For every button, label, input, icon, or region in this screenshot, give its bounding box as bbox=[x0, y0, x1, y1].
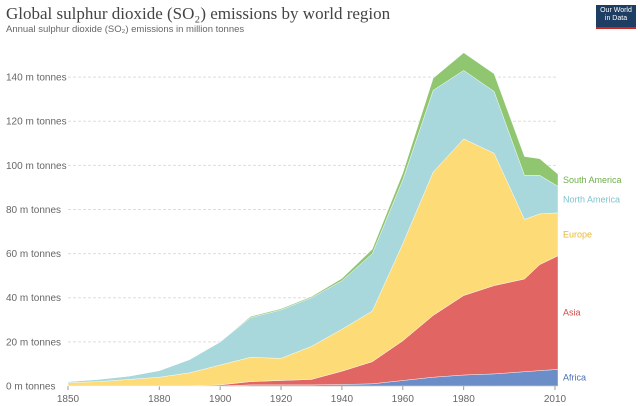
series-label-south-america: South America bbox=[563, 175, 622, 185]
x-tick-label: 1920 bbox=[270, 394, 293, 405]
x-tick-label: 1980 bbox=[453, 394, 476, 405]
x-tick-label: 1850 bbox=[57, 394, 80, 405]
grid-layer: 0 m tonnes 20 m tonnes 40 m tonnes 60 m ton… bbox=[6, 73, 567, 405]
x-tick-label: 2010 bbox=[544, 394, 567, 405]
y-tick-label: 100 m tonnes bbox=[6, 161, 67, 172]
chart-subtitle: Annual sulphur dioxide (SO₂) emissions i… bbox=[6, 24, 245, 35]
series-label-asia: Asia bbox=[563, 308, 581, 318]
x-tick-label: 1900 bbox=[209, 394, 232, 405]
logo-text-line1: Our World bbox=[600, 7, 632, 14]
area-layer bbox=[67, 52, 559, 387]
label-layer: Africa Asia Europe North America South Ameri… bbox=[563, 175, 622, 382]
y-tick-label: 40 m tonnes bbox=[6, 293, 61, 304]
y-tick-label: 140 m tonnes bbox=[6, 73, 67, 84]
logo-text-line2: in Data bbox=[604, 15, 628, 22]
owid-logo[interactable]: Our World in Data bbox=[596, 5, 636, 29]
series-label-europe: Europe bbox=[563, 229, 592, 239]
logo-accent-bar bbox=[596, 27, 636, 29]
chart-title: Global sulphur dioxide (SO₂) emissions b… bbox=[6, 4, 391, 23]
x-tick-label: 1960 bbox=[392, 394, 415, 405]
x-tick-label: 1940 bbox=[331, 394, 354, 405]
y-tick-label: 20 m tonnes bbox=[6, 337, 61, 348]
area-south-america[interactable] bbox=[67, 52, 559, 382]
y-tick-label: 80 m tonnes bbox=[6, 205, 61, 216]
series-label-africa: Africa bbox=[563, 373, 586, 383]
y-tick-label: 60 m tonnes bbox=[6, 249, 61, 260]
y-tick-label: 0 m tonnes bbox=[6, 382, 55, 393]
x-tick-label: 1880 bbox=[148, 394, 171, 405]
series-label-north-america: North America bbox=[563, 195, 620, 205]
y-tick-label: 120 m tonnes bbox=[6, 117, 67, 128]
